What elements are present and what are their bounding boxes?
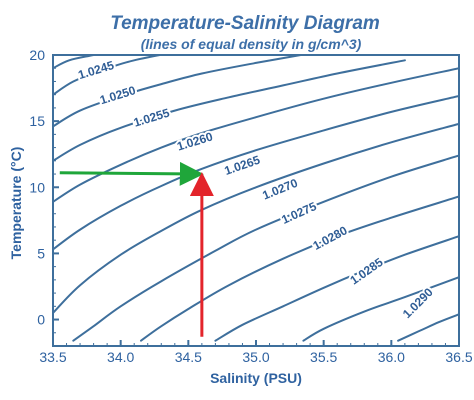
contour-line-1-0250 — [53, 55, 166, 96]
contour-label-1-0255: 1.0255 — [132, 106, 172, 130]
contour-line-1-0280 — [72, 154, 459, 342]
x-axis-label: Salinity (PSU) — [210, 370, 302, 386]
x-tick-label: 35.0 — [242, 349, 269, 365]
contour-label-1-0270: 1.0270 — [260, 176, 300, 203]
x-axis-ticks: 33.5 34.0 34.5 35.0 35.5 36.0 36.5 — [39, 340, 473, 365]
contour-label-1-0250: 1.0250 — [98, 83, 138, 107]
contour-line-1-0245 — [53, 55, 99, 70]
contour-label-1-0285: 1.0285 — [347, 255, 385, 288]
green-arrow — [59, 161, 204, 186]
contour-line-1-0275 — [53, 122, 459, 314]
contour-label-1-0275: 1.0275 — [279, 199, 319, 227]
y-tick-label: 0 — [37, 312, 45, 328]
x-tick-label: 34.5 — [175, 349, 202, 365]
chart-subtitle: (lines of equal density in g/cm^3) — [141, 36, 362, 52]
x-tick-label: 36.5 — [445, 349, 472, 365]
contour-line-1-0285 — [140, 195, 459, 342]
x-tick-label: 34.0 — [107, 349, 134, 365]
chart-title: Temperature-Salinity Diagram — [110, 13, 380, 34]
contour-line-unlabeled-10 — [302, 276, 459, 342]
contour-line-1-0260 — [53, 59, 406, 162]
contour-lines — [53, 55, 459, 342]
contour-labels: 1.02451.02501.02551.02601.02651.02701.02… — [74, 56, 438, 323]
y-axis-ticks: 0 5 10 15 20 — [29, 47, 59, 347]
annotations — [59, 161, 214, 337]
contour-label-1-0260: 1.0260 — [175, 129, 215, 153]
contour-label-1-0245: 1.0245 — [76, 58, 116, 82]
y-tick-label: 20 — [29, 47, 45, 63]
contour-label-1-0265: 1.0265 — [223, 153, 263, 178]
y-tick-label: 5 — [37, 245, 45, 261]
contour-label-1-0290: 1.0290 — [400, 285, 436, 321]
contour-line-1-0255 — [53, 55, 307, 128]
x-tick-label: 36.0 — [378, 349, 405, 365]
y-tick-label: 15 — [29, 113, 45, 129]
contour-line-1-0290 — [214, 235, 459, 342]
x-tick-label: 35.5 — [310, 349, 337, 365]
x-tick-label: 33.5 — [39, 349, 66, 365]
y-axis-label: Temperature (°C) — [8, 147, 24, 260]
contour-line-unlabeled-11 — [397, 313, 459, 342]
y-tick-label: 10 — [29, 179, 45, 195]
contour-line-1-0270 — [53, 95, 459, 251]
contour-label-1-0280: 1.0280 — [311, 223, 350, 253]
contour-line-1-0265 — [53, 67, 459, 203]
